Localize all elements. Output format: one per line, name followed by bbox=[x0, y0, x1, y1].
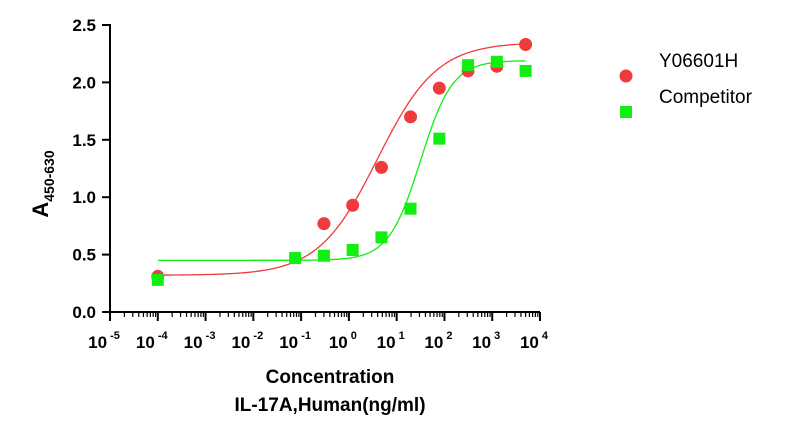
y-axis-title-sub: 450-630 bbox=[41, 150, 57, 202]
legend: Y06601H Competitor bbox=[619, 51, 753, 118]
x-tick-label: 10 -5 bbox=[88, 330, 120, 352]
legend-label-competitor: Competitor bbox=[659, 87, 753, 108]
x-tick-label: 10 -3 bbox=[184, 330, 216, 352]
x-tick-label: 10 3 bbox=[472, 330, 500, 352]
x-tick-label: 10 -1 bbox=[279, 330, 311, 352]
x-axis-title-line2: IL-17A,Human(ng/ml) bbox=[234, 395, 425, 416]
y-tick-label: 2.5 bbox=[72, 16, 96, 35]
x-axis-title-line1: Concentration bbox=[266, 367, 395, 388]
fit-curves bbox=[157, 43, 526, 276]
x-tick-label: 10 1 bbox=[377, 330, 405, 352]
data-point-competitor bbox=[346, 244, 359, 257]
data-point-y06601h bbox=[317, 217, 331, 231]
data-point-competitor bbox=[289, 252, 302, 265]
legend-marker-competitor bbox=[620, 106, 632, 118]
data-point-competitor bbox=[490, 55, 503, 68]
y-tick-label: 1.5 bbox=[72, 131, 96, 150]
data-point-competitor bbox=[433, 132, 446, 145]
y-tick-label: 2.0 bbox=[72, 73, 96, 92]
data-point-competitor bbox=[519, 64, 532, 77]
legend-label-y06601h: Y06601H bbox=[659, 51, 738, 72]
data-point-competitor bbox=[317, 249, 330, 262]
data-point-y06601h bbox=[374, 160, 388, 174]
axes: 0.0 0.5 1.0 1.5 2.0 2.5 10 -5 10 -4 10 -3 10 -2 10… bbox=[72, 16, 549, 352]
x-tick-label: 10 4 bbox=[520, 330, 549, 352]
x-tick-label: 10 -2 bbox=[231, 330, 263, 352]
fit-curve-y06601h bbox=[157, 43, 526, 276]
y-tick-label: 0.0 bbox=[72, 303, 96, 322]
y-axis-title: A450-630 bbox=[28, 150, 57, 217]
data-point-competitor bbox=[462, 59, 475, 72]
x-tick-label: 10 0 bbox=[329, 330, 357, 352]
y-axis-title-main: A bbox=[28, 202, 53, 218]
data-point-y06601h bbox=[346, 198, 360, 212]
legend-marker-y06601h bbox=[619, 69, 633, 83]
x-tick-label: 10 -4 bbox=[136, 330, 169, 352]
data-point-y06601h bbox=[432, 81, 446, 95]
data-point-competitor bbox=[375, 231, 388, 244]
fit-curve-competitor bbox=[157, 60, 526, 261]
y-tick-label: 1.0 bbox=[72, 188, 96, 207]
data-point-y06601h bbox=[519, 38, 533, 52]
data-point-competitor bbox=[151, 273, 164, 286]
data-points bbox=[151, 38, 533, 286]
data-point-competitor bbox=[404, 202, 417, 215]
svg-text:A450-630: A450-630 bbox=[28, 150, 57, 217]
y-tick-label: 0.5 bbox=[72, 246, 96, 265]
x-tick-label: 10 2 bbox=[424, 330, 452, 352]
data-point-y06601h bbox=[404, 110, 418, 124]
